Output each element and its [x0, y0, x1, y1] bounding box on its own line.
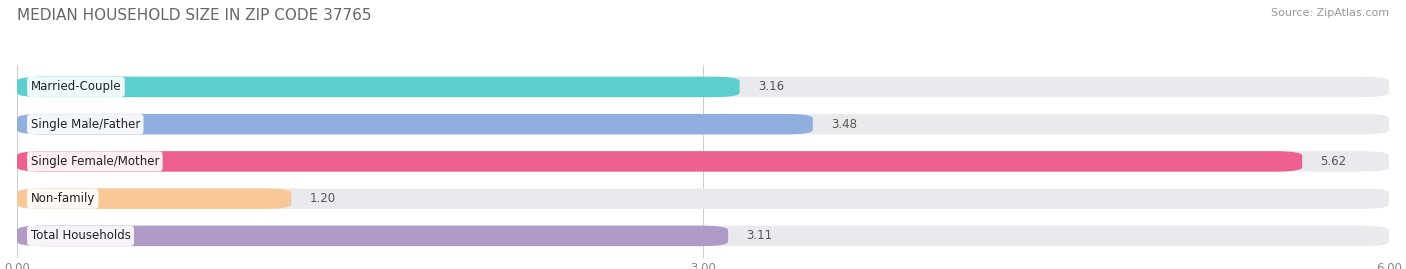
FancyBboxPatch shape [17, 188, 1389, 209]
FancyBboxPatch shape [17, 226, 728, 246]
Text: 3.48: 3.48 [831, 118, 858, 131]
Text: 3.16: 3.16 [758, 80, 785, 93]
Text: Single Male/Father: Single Male/Father [31, 118, 141, 131]
FancyBboxPatch shape [17, 114, 1389, 134]
Text: 3.11: 3.11 [747, 229, 772, 242]
Text: Source: ZipAtlas.com: Source: ZipAtlas.com [1271, 8, 1389, 18]
Text: 5.62: 5.62 [1320, 155, 1347, 168]
FancyBboxPatch shape [17, 77, 1389, 97]
Text: Total Households: Total Households [31, 229, 131, 242]
Text: MEDIAN HOUSEHOLD SIZE IN ZIP CODE 37765: MEDIAN HOUSEHOLD SIZE IN ZIP CODE 37765 [17, 8, 371, 23]
FancyBboxPatch shape [17, 77, 740, 97]
FancyBboxPatch shape [17, 188, 291, 209]
FancyBboxPatch shape [17, 151, 1389, 172]
FancyBboxPatch shape [17, 226, 1389, 246]
FancyBboxPatch shape [17, 114, 813, 134]
Text: Non-family: Non-family [31, 192, 96, 205]
Text: Married-Couple: Married-Couple [31, 80, 121, 93]
Text: 1.20: 1.20 [309, 192, 336, 205]
Text: Single Female/Mother: Single Female/Mother [31, 155, 159, 168]
FancyBboxPatch shape [17, 151, 1302, 172]
